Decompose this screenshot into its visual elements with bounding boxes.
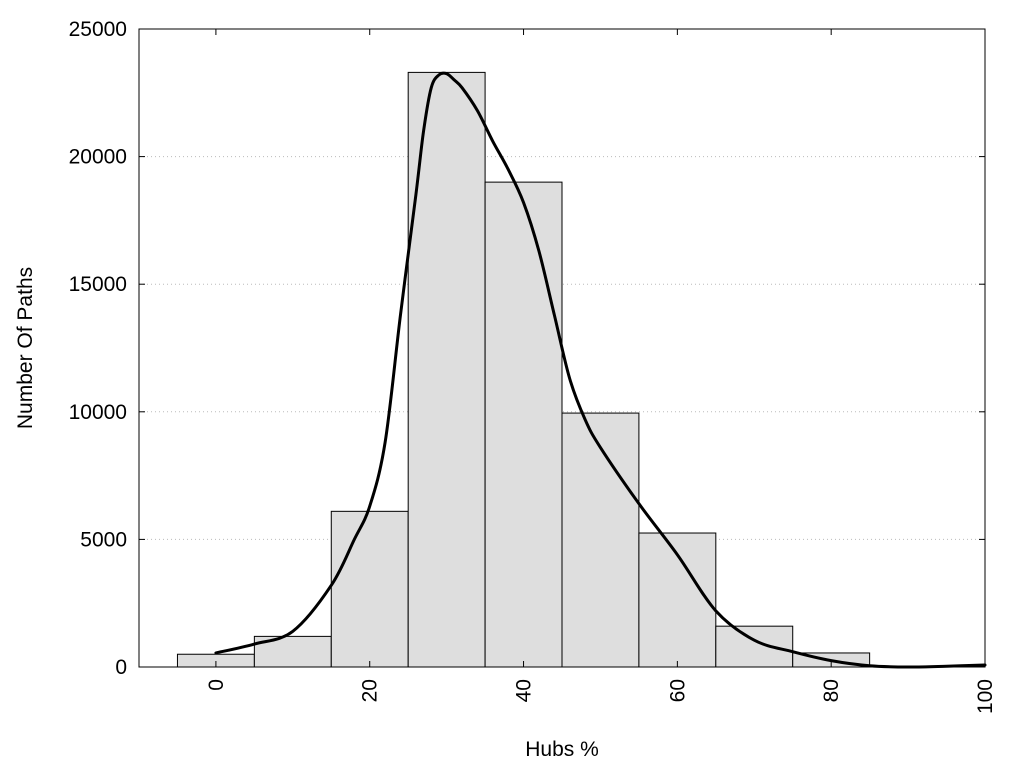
plot-frame [138,28,986,668]
y-axis-title: Number Of Paths [14,267,37,429]
histogram-bar [484,181,563,668]
x-tick-label: 100 [974,679,997,714]
gridlines [139,156,985,540]
y-tick-label: 0 [115,656,127,679]
histogram-bar [561,412,640,668]
x-axis-ticks: 0 20 40 60 80 100 [205,29,997,714]
histogram-bar [330,510,409,668]
x-tick-label: 60 [666,679,689,702]
density-curve-layer [214,71,987,669]
y-tick-label: 5000 [80,528,127,551]
y-axis-ticks: 0 5000 10000 15000 20000 25000 [69,18,985,679]
y-tick-label: 10000 [69,401,127,424]
x-tick-label: 80 [820,679,843,702]
bars [176,71,948,668]
x-tick-label: 40 [513,679,536,702]
y-tick-label: 20000 [69,146,127,169]
x-axis-title: Hubs % [525,738,599,761]
x-tick-label: 20 [359,679,382,702]
y-tick-label: 15000 [69,273,127,296]
y-tick-label: 25000 [69,18,127,41]
histogram-bar [715,625,794,668]
x-tick-label: 0 [205,679,228,691]
density-curve [214,71,987,669]
